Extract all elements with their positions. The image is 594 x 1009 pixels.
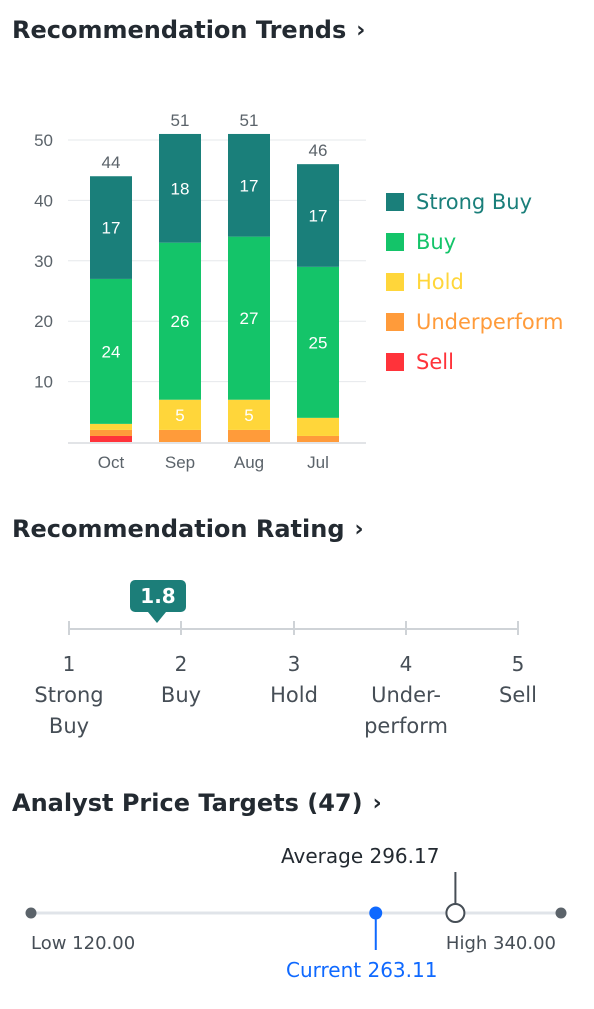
legend-item-buy: Buy (386, 222, 563, 262)
rating-label-line: Under- (371, 683, 441, 707)
rating-number: 5 (511, 652, 525, 676)
recommendation-rating-title[interactable]: Recommendation Rating › (12, 515, 364, 543)
bar-segment-hold (297, 417, 339, 436)
chevron-right-icon: › (372, 791, 382, 816)
current-price-marker[interactable] (369, 906, 383, 920)
bar-segment-underperform (159, 429, 201, 442)
x-tick-label: Aug (234, 453, 264, 472)
bar-segment-strong-buy (297, 164, 339, 267)
bar-segment-underperform (90, 429, 132, 436)
bar-segment-strong-buy (228, 133, 270, 237)
segment-value-label: 26 (171, 312, 190, 331)
rating-tick (293, 621, 295, 635)
bar-segment-buy (228, 236, 270, 400)
bar-total-label: 46 (309, 141, 328, 160)
x-tick-label: Sep (165, 453, 195, 472)
bar-total-label: 44 (102, 153, 121, 172)
x-tick-label: Oct (98, 453, 125, 472)
bar-segment-underperform (228, 429, 270, 442)
rating-tick (68, 621, 70, 635)
rating-tick (405, 621, 407, 635)
legend-item-sell: Sell (386, 342, 563, 382)
bar-segment-buy (297, 266, 339, 418)
recommendation-trends-chart: 10 20 30 40 50 24 17 44 Oct 5 26 18 51 Sep 5 27 17 51 Aug 2… (34, 111, 366, 472)
recommendation-rating-scale: 1.8 1 2 3 4 5 Strong Buy Buy Hold Under-… (0, 580, 594, 750)
segment-value-label: 17 (102, 219, 121, 238)
rating-tick (180, 621, 182, 635)
high-target-label: High 340.00 (445, 933, 556, 954)
segment-value-label: 24 (102, 342, 121, 361)
segment-value-label: 18 (171, 179, 190, 198)
rating-label-line: Sell (499, 683, 537, 707)
bar-total-label: 51 (240, 111, 259, 130)
rating-label-line: Hold (270, 683, 318, 707)
recommendation-trends-label: Recommendation Trends (12, 16, 347, 44)
legend-label: Strong Buy (416, 190, 533, 214)
bar-segment-hold (90, 423, 132, 430)
rating-label-line: perform (364, 714, 448, 738)
average-target-marker[interactable] (445, 903, 466, 923)
high-target-dot (555, 907, 567, 919)
rating-number: 4 (399, 652, 413, 676)
y-tick-label: 30 (34, 252, 53, 271)
bar-segment-strong-buy (159, 133, 201, 243)
legend-label: Sell (416, 350, 454, 374)
segment-value-label: 27 (240, 309, 259, 328)
analyst-price-targets-label: Analyst Price Targets (47) (12, 789, 363, 817)
rating-value-badge: 1.8 (130, 580, 186, 623)
rating-number: 1 (62, 652, 76, 676)
chevron-right-icon: › (354, 517, 364, 542)
chart-legend: Strong Buy Buy Hold Underperform Sell (386, 182, 563, 382)
bar-total-label: 51 (171, 111, 190, 130)
low-target-label: Low 120.00 (31, 933, 136, 954)
legend-swatch (386, 193, 404, 211)
average-target-label: Average 296.17 (281, 844, 440, 868)
bar-segment-hold (228, 399, 270, 430)
rating-number: 3 (287, 652, 301, 676)
legend-label: Hold (416, 270, 464, 294)
segment-value-label: 5 (175, 406, 184, 425)
legend-swatch (386, 353, 404, 371)
recommendation-rating-label: Recommendation Rating (12, 515, 345, 543)
segment-value-label: 5 (244, 406, 253, 425)
y-tick-label: 20 (34, 312, 53, 331)
x-tick-label: Jul (307, 453, 329, 472)
y-tick-label: 50 (34, 131, 53, 150)
legend-item-strong-buy: Strong Buy (386, 182, 563, 222)
legend-swatch (386, 313, 404, 331)
y-tick-label: 10 (34, 373, 53, 392)
bar-segment-buy (90, 278, 132, 424)
low-target-dot (25, 907, 37, 919)
segment-value-label: 25 (309, 333, 328, 352)
bar-segment-strong-buy (90, 176, 132, 279)
rating-number: 2 (174, 652, 188, 676)
segment-value-label: 17 (309, 207, 328, 226)
chevron-right-icon: › (356, 18, 366, 43)
bar-segment-underperform (297, 435, 339, 442)
rating-label-buy: Buy (121, 680, 241, 711)
legend-item-hold: Hold (386, 262, 563, 302)
legend-swatch (386, 233, 404, 251)
bar-segment-buy (159, 242, 201, 400)
rating-label-underperform: Under- perform (346, 680, 466, 742)
rating-label-line: Buy (160, 683, 202, 707)
rating-tick (517, 621, 519, 635)
rating-label-line: Strong (34, 683, 104, 707)
rating-label-hold: Hold (234, 680, 354, 711)
rating-label-line: Buy (48, 714, 90, 738)
rating-label-strong-buy: Strong Buy (9, 680, 129, 742)
price-target-range (25, 872, 567, 950)
bar-segment-hold (159, 399, 201, 430)
legend-label: Buy (416, 230, 457, 254)
segment-value-label: 17 (240, 176, 259, 195)
analyst-price-targets-title[interactable]: Analyst Price Targets (47) › (12, 789, 382, 817)
legend-item-underperform: Underperform (386, 302, 563, 342)
current-price-label: Current 263.11 (286, 958, 438, 982)
bar-segment-sell (90, 435, 132, 442)
legend-label: Underperform (416, 310, 564, 334)
y-tick-label: 40 (34, 191, 53, 210)
rating-label-sell: Sell (458, 680, 578, 711)
recommendation-trends-title[interactable]: Recommendation Trends › (12, 16, 365, 44)
legend-swatch (386, 273, 404, 291)
